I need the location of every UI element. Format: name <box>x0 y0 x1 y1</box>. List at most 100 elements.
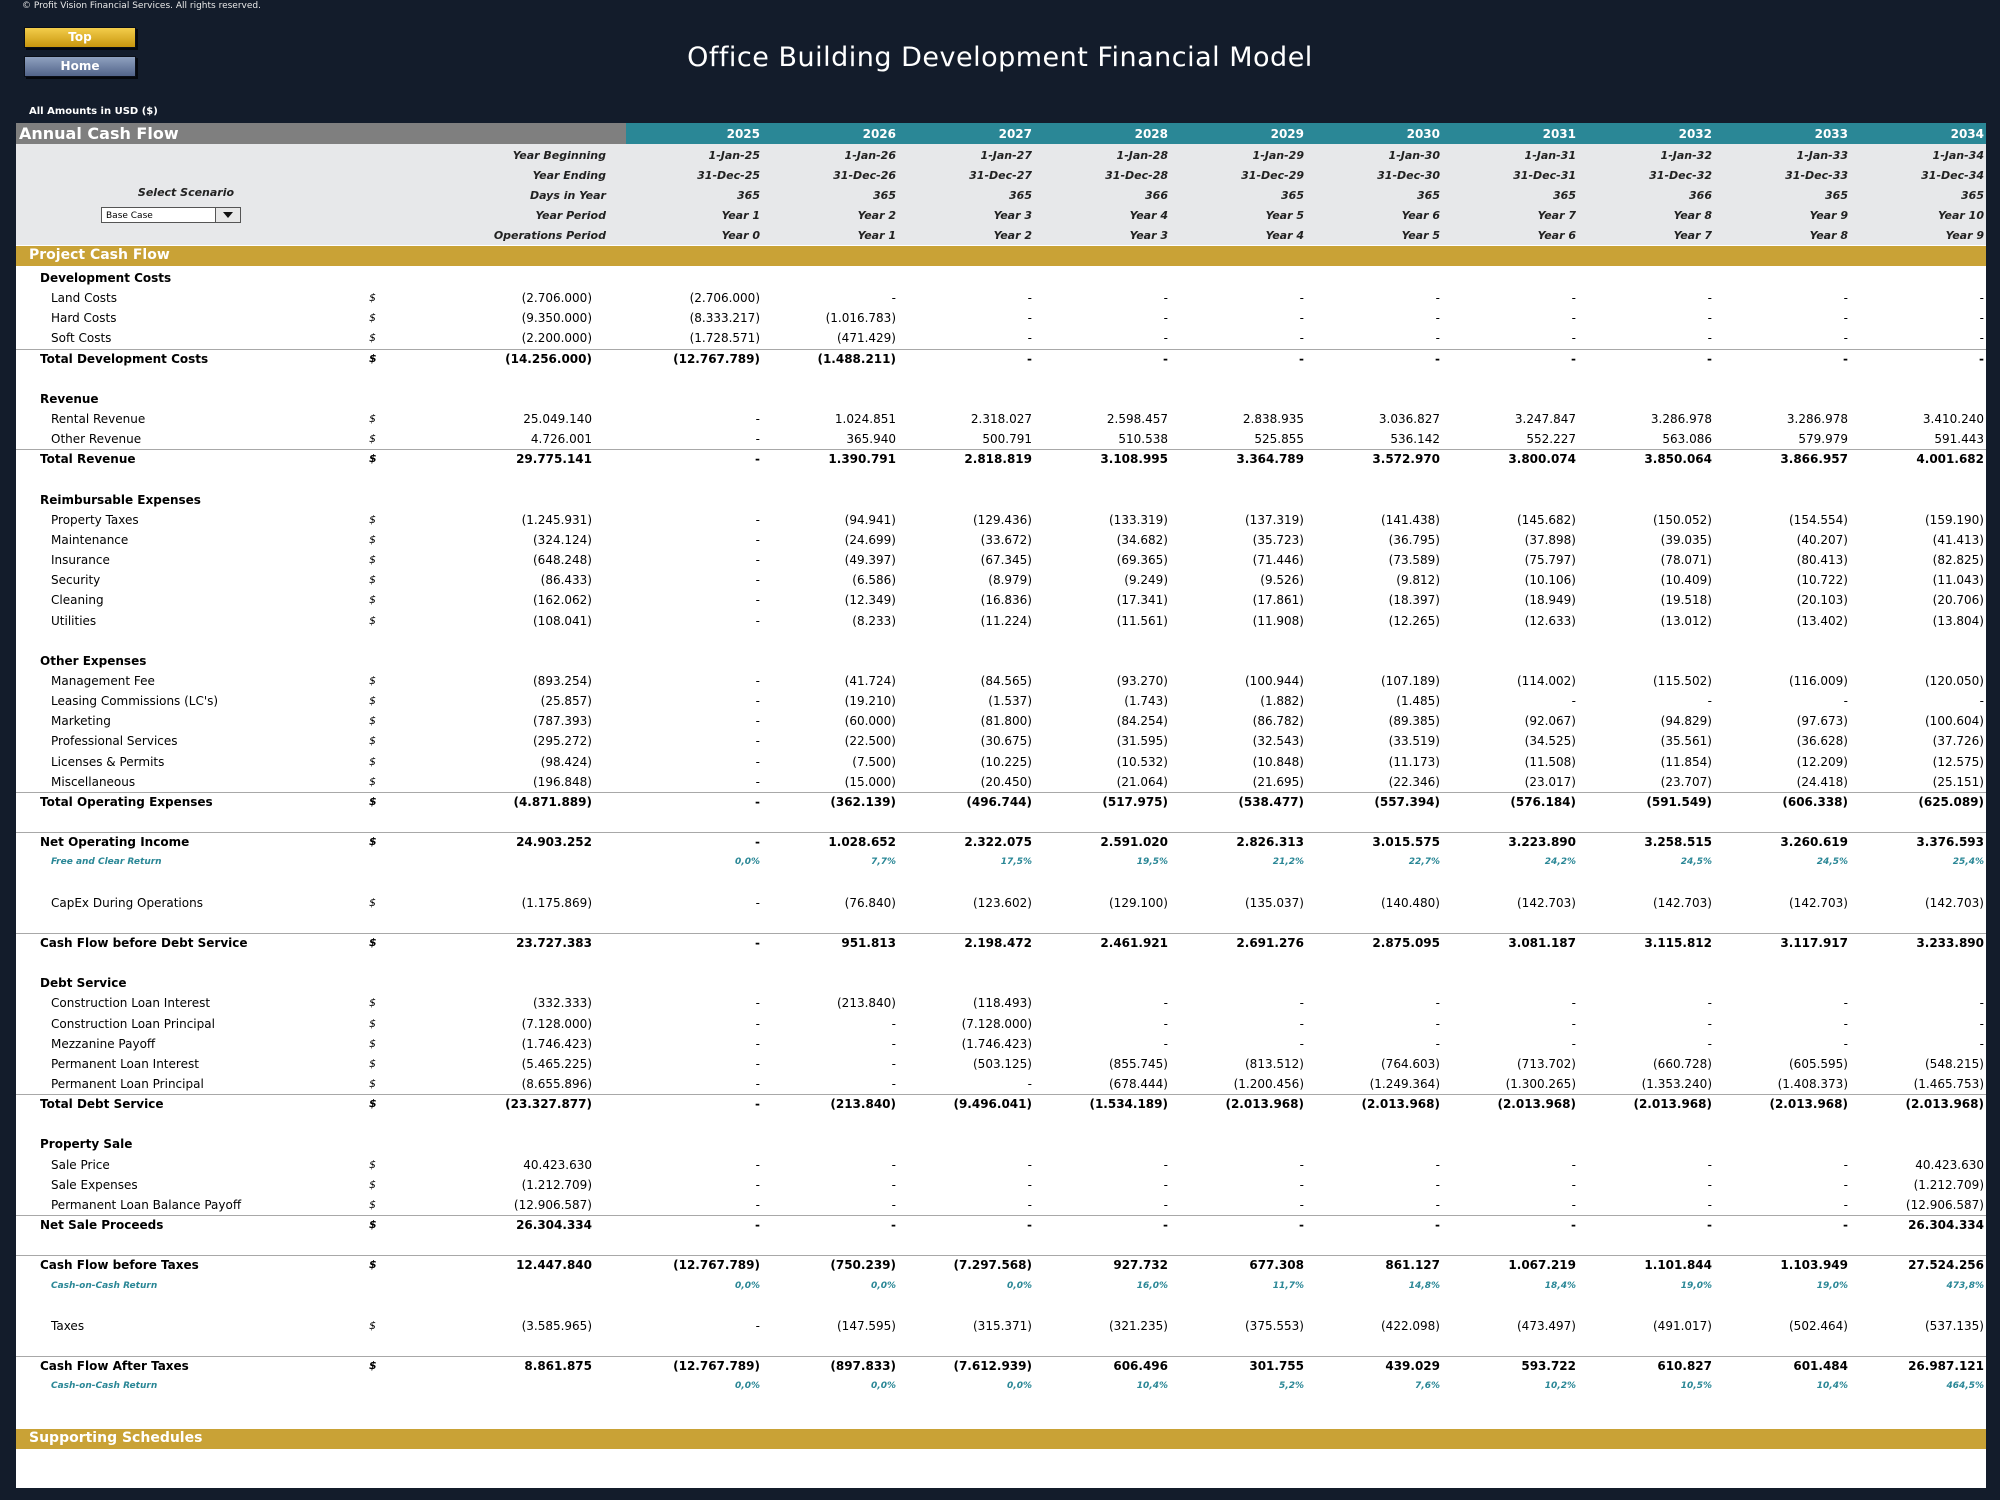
row-value: - <box>1027 1197 1032 1212</box>
row-value: (813.512) <box>1245 1056 1304 1071</box>
row-value: (213.840) <box>830 1097 896 1112</box>
row-value: 3.286.978 <box>1650 412 1712 427</box>
row-value: - <box>891 1036 896 1051</box>
info-row-value: Year 2 <box>993 229 1032 242</box>
table-row: Development Costs <box>16 268 1986 288</box>
row-total: (2.200.000) <box>521 331 592 346</box>
row-value: - <box>755 774 760 789</box>
row-value: (10.225) <box>980 754 1032 769</box>
row-value: 26.987.121 <box>1908 1359 1984 1374</box>
info-row-value: Year 5 <box>1401 229 1440 242</box>
row-value: 24,2% <box>1544 857 1576 868</box>
table-row: Sale Expenses $ (1.212.709) - - - - - - - - - (1.212… <box>16 1175 1986 1195</box>
currency-symbol: $ <box>369 331 376 345</box>
row-value: 951.813 <box>841 935 896 950</box>
row-value: (764.603) <box>1381 1056 1440 1071</box>
info-row-value: 1-Jan-28 <box>1116 149 1168 162</box>
table-row: Professional Services $ (295.272) - (22.500)… <box>16 731 1986 751</box>
row-value: (80.413) <box>1796 553 1848 568</box>
spacer-row <box>16 369 1986 389</box>
row-value: (73.589) <box>1388 553 1440 568</box>
row-value: 2.591.020 <box>1100 835 1168 850</box>
row-value: (10.409) <box>1660 573 1712 588</box>
row-value: - <box>755 996 760 1011</box>
row-label: Soft Costs <box>51 331 112 346</box>
row-value: (67.345) <box>980 553 1032 568</box>
row-total: (162.062) <box>533 593 592 608</box>
row-value: (75.797) <box>1524 553 1576 568</box>
home-button[interactable]: Home <box>24 56 136 77</box>
row-value: (84.254) <box>1116 714 1168 729</box>
row-value: (591.549) <box>1646 794 1712 809</box>
row-value: (71.446) <box>1252 553 1304 568</box>
row-value: (9.249) <box>1124 573 1168 588</box>
row-value: (1.485) <box>1396 694 1440 709</box>
row-value: (140.480) <box>1381 895 1440 910</box>
row-label: Leasing Commissions (LC's) <box>51 694 219 709</box>
currency-symbol: $ <box>369 1218 377 1232</box>
row-value: 927.732 <box>1113 1258 1168 1273</box>
row-value: 579.979 <box>1798 432 1848 447</box>
table-row: Permanent Loan Balance Payoff $ (12.906.58… <box>16 1195 1986 1215</box>
row-value: - <box>1027 1218 1032 1233</box>
row-label: Sale Price <box>51 1157 110 1172</box>
row-value: (100.944) <box>1245 674 1304 688</box>
table-row: Reimbursable Expenses <box>16 490 1986 510</box>
row-value: - <box>755 734 760 749</box>
table-row: Mezzanine Payoff $ (1.746.423) - - (1.746.423… <box>16 1034 1986 1054</box>
row-value: (17.861) <box>1252 593 1304 608</box>
row-value: (496.744) <box>966 794 1032 809</box>
row-value: - <box>1027 1157 1032 1172</box>
row-value: 27.524.256 <box>1908 1258 1984 1273</box>
row-label: Insurance <box>51 553 110 568</box>
currency-symbol: $ <box>369 291 376 305</box>
row-value: - <box>755 532 760 547</box>
table-row: Other Expenses <box>16 651 1986 671</box>
year-header: 2034 <box>1950 127 1984 141</box>
row-value: (321.235) <box>1109 1318 1168 1333</box>
row-value: 3.364.789 <box>1236 452 1304 467</box>
row-total: (1.245.931) <box>521 512 592 527</box>
table-row: CapEx During Operations $ (1.175.869) - (76.… <box>16 893 1986 913</box>
row-value: 1.024.851 <box>834 412 896 427</box>
table-row: Revenue <box>16 389 1986 409</box>
row-value: - <box>755 432 760 447</box>
info-row-value: 366 <box>1689 189 1712 202</box>
row-value: 3.260.619 <box>1780 835 1848 850</box>
row-value: (7.128.000) <box>961 1016 1032 1031</box>
row-value: 11,7% <box>1272 1280 1304 1291</box>
row-value: - <box>1571 1157 1576 1172</box>
row-total: (4.871.889) <box>513 794 592 809</box>
row-value: - <box>755 1036 760 1051</box>
row-value: 10,5% <box>1680 1381 1712 1392</box>
info-row-value: 365 <box>737 189 760 202</box>
top-button[interactable]: Top <box>24 27 136 48</box>
row-value: (897.833) <box>830 1359 896 1374</box>
info-row-value: Year 5 <box>1265 209 1304 222</box>
scenario-dropdown[interactable]: Base Case <box>101 207 241 223</box>
row-value: (142.703) <box>1925 895 1984 910</box>
currency-symbol: $ <box>369 694 376 708</box>
row-value: - <box>1163 1036 1168 1051</box>
row-value: 2.875.095 <box>1372 935 1440 950</box>
table-row: Management Fee $ (893.254) - (41.724) (84.565… <box>16 671 1986 691</box>
row-value: - <box>891 1177 896 1192</box>
row-value: - <box>891 1016 896 1031</box>
info-row-value: Year 1 <box>721 209 760 222</box>
row-value: 3.115.812 <box>1644 935 1712 950</box>
row-value: (12.209) <box>1796 754 1848 769</box>
row-value: (21.064) <box>1116 774 1168 789</box>
table-row: Construction Loan Interest $ (332.333) - (21… <box>16 993 1986 1013</box>
info-row-value: 31-Dec-34 <box>1921 169 1984 182</box>
row-value: - <box>1707 311 1712 326</box>
row-value: (750.239) <box>830 1258 896 1273</box>
row-value: - <box>1027 1077 1032 1091</box>
row-value: (116.009) <box>1789 674 1848 688</box>
row-value: - <box>1299 331 1304 346</box>
row-value: - <box>755 1318 760 1333</box>
dropdown-arrow-icon[interactable] <box>215 208 240 222</box>
row-value: - <box>755 1077 760 1091</box>
row-value: 677.308 <box>1249 1258 1304 1273</box>
table-row: Sale Price $40.423.630 - - - - - - - - - 40.423.630 <box>16 1155 1986 1175</box>
row-value: - <box>755 412 760 427</box>
